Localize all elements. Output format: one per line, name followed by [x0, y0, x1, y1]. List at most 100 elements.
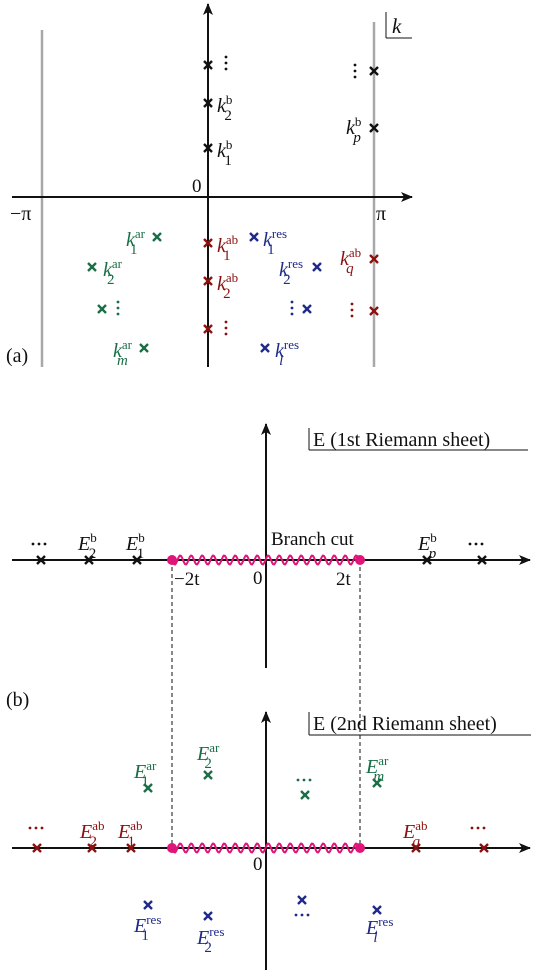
- ellipsis-ar: [116, 300, 120, 316]
- k-mark-ar-2: [87, 262, 97, 272]
- E2-mark-ab-1: [126, 843, 136, 853]
- panel-b-label: (b): [6, 689, 29, 711]
- E1-mark-extra-left: [36, 555, 46, 565]
- sheet2-origin-label: 0: [253, 854, 263, 875]
- ellipsis-ab-right: [470, 826, 486, 830]
- k-mark-ab-2: [203, 276, 213, 286]
- k-mark-ab-1: [203, 238, 213, 248]
- E2-label-ar-1: Ear 1: [133, 758, 157, 790]
- k-label-ar-2: kar 2: [103, 256, 123, 288]
- E1-mark-b-p: [422, 555, 432, 565]
- branch-cut-wave-sheet1: [171, 554, 361, 566]
- E1-label-b-p: Eb p: [417, 530, 437, 562]
- ellipsis-ab: [224, 320, 228, 336]
- k-mark-b-1: [203, 143, 213, 153]
- k-mark-b-extra-right: [369, 66, 379, 76]
- E2-label-res-1: Eres 1: [133, 912, 161, 944]
- E2-mark-res-extra: [297, 895, 307, 905]
- energy-plane-ellipses: [28, 542, 486, 917]
- E2-mark-ab-extra-left: [32, 843, 42, 853]
- k-label-ar-m: kar m: [113, 337, 133, 369]
- k-label-b-p: kb p: [346, 114, 361, 146]
- plus-2t-label: 2t: [336, 569, 352, 590]
- k-mark-res-extra: [302, 304, 312, 314]
- minus-2t-label: −2t: [174, 569, 200, 590]
- k-label-ab-1: kab 1: [217, 232, 238, 264]
- ellipsis-sheet1-left: [31, 542, 47, 546]
- k-plane-ellipses: [116, 55, 357, 336]
- E2-mark-res-2: [203, 911, 213, 921]
- E2-label-ab-q: Eab q: [402, 818, 428, 850]
- branch-point-left-sheet1: [167, 555, 177, 565]
- E2-mark-ar-extra: [300, 790, 310, 800]
- branch-point-left-sheet2: [167, 843, 177, 853]
- sheet2-label-box: E (2nd Riemann sheet): [308, 712, 531, 736]
- k-mark-b-p: [369, 123, 379, 133]
- panel-a-label: (a): [6, 345, 28, 367]
- k-mark-ab-extra-right: [369, 306, 379, 316]
- branch-point-right-sheet2: [355, 843, 365, 853]
- E2-mark-ar-2: [203, 770, 213, 780]
- k-label-ab-q: kab q: [340, 245, 361, 277]
- k-mark-ar-1: [152, 232, 162, 242]
- k-mark-res-1: [249, 232, 259, 242]
- energy-plane-marks: [32, 555, 489, 921]
- k-label-res-l: kres l: [275, 337, 299, 369]
- panel-b: (b) E (1st Riemann sheet) Branch cut 0 −…: [6, 423, 531, 970]
- E1-label-b-1: Eb 1: [125, 530, 145, 562]
- k-label-ar-1: kar 1: [126, 226, 146, 258]
- minus-pi-label: −π: [10, 203, 31, 225]
- E1-label-b-2: Eb 2: [77, 530, 97, 562]
- energy-plane-labels: Eb 2 Eb 1 Eb p Ear 1 Ear 2 Ear m Eab 2 Eab 1 Eab q Eres 1 Er…: [77, 530, 437, 956]
- k-plane-label: k: [392, 14, 402, 38]
- k-label-b-2: kb 2: [217, 92, 232, 124]
- k-mark-res-2: [312, 262, 322, 272]
- k-mark-ab-q: [369, 254, 379, 264]
- ellipsis-b-right: [353, 63, 357, 79]
- k-plane-marks: [87, 60, 379, 353]
- ellipsis-b-upper: [224, 55, 228, 71]
- E2-label-ab-2: Eab 2: [79, 818, 105, 850]
- E2-label-ar-m: Ear m: [365, 753, 389, 785]
- E2-label-res-2: Eres 2: [196, 924, 224, 956]
- E1-mark-b-2: [84, 555, 94, 565]
- k-plane-label-box: k: [385, 12, 412, 39]
- pi-label: π: [376, 203, 386, 225]
- k-label-b-1: kb 1: [217, 137, 232, 169]
- origin-label: 0: [192, 176, 202, 197]
- E2-mark-ar-1: [143, 783, 153, 793]
- E2-label-ar-2: Ear 2: [196, 740, 220, 772]
- branch-cut-wave-sheet2: [171, 842, 361, 854]
- E2-mark-ab-q: [411, 843, 421, 853]
- sheet2-label: E (2nd Riemann sheet): [313, 713, 497, 735]
- ellipsis-res-sheet2: [294, 913, 310, 917]
- ellipsis-ab-left: [28, 826, 44, 830]
- k-mark-ar-extra: [97, 304, 107, 314]
- E2-mark-ab-2: [87, 843, 97, 853]
- ellipsis-ar-sheet2: [296, 778, 312, 782]
- E2-mark-ar-m: [372, 778, 382, 788]
- k-mark-b-2: [203, 98, 213, 108]
- ellipsis-sheet1-right: [468, 542, 484, 546]
- k-label-res-1: kres 1: [263, 226, 287, 258]
- sheet1-label: E (1st Riemann sheet): [313, 429, 490, 451]
- k-mark-res-l: [260, 343, 270, 353]
- E2-mark-res-1: [143, 900, 153, 910]
- ellipsis-res: [290, 300, 294, 316]
- k-mark-ab-extra: [203, 324, 213, 334]
- sheet1-label-box: E (1st Riemann sheet): [308, 428, 528, 451]
- ellipsis-ab-right: [350, 302, 354, 318]
- k-mark-b-extra: [203, 60, 213, 70]
- k-label-res-2: kres 2: [279, 256, 303, 288]
- branch-cut-label: Branch cut: [271, 529, 355, 550]
- E2-label-ab-1: Eab 1: [117, 818, 143, 850]
- branch-point-right-sheet1: [355, 555, 365, 565]
- k-label-ab-2: kab 2: [217, 270, 238, 302]
- E1-mark-b-1: [132, 555, 142, 565]
- E2-mark-res-l: [372, 905, 382, 915]
- sheet1-origin-label: 0: [253, 568, 263, 589]
- E2-label-res-l: Eres l: [365, 914, 393, 946]
- E1-mark-extra-right: [477, 555, 487, 565]
